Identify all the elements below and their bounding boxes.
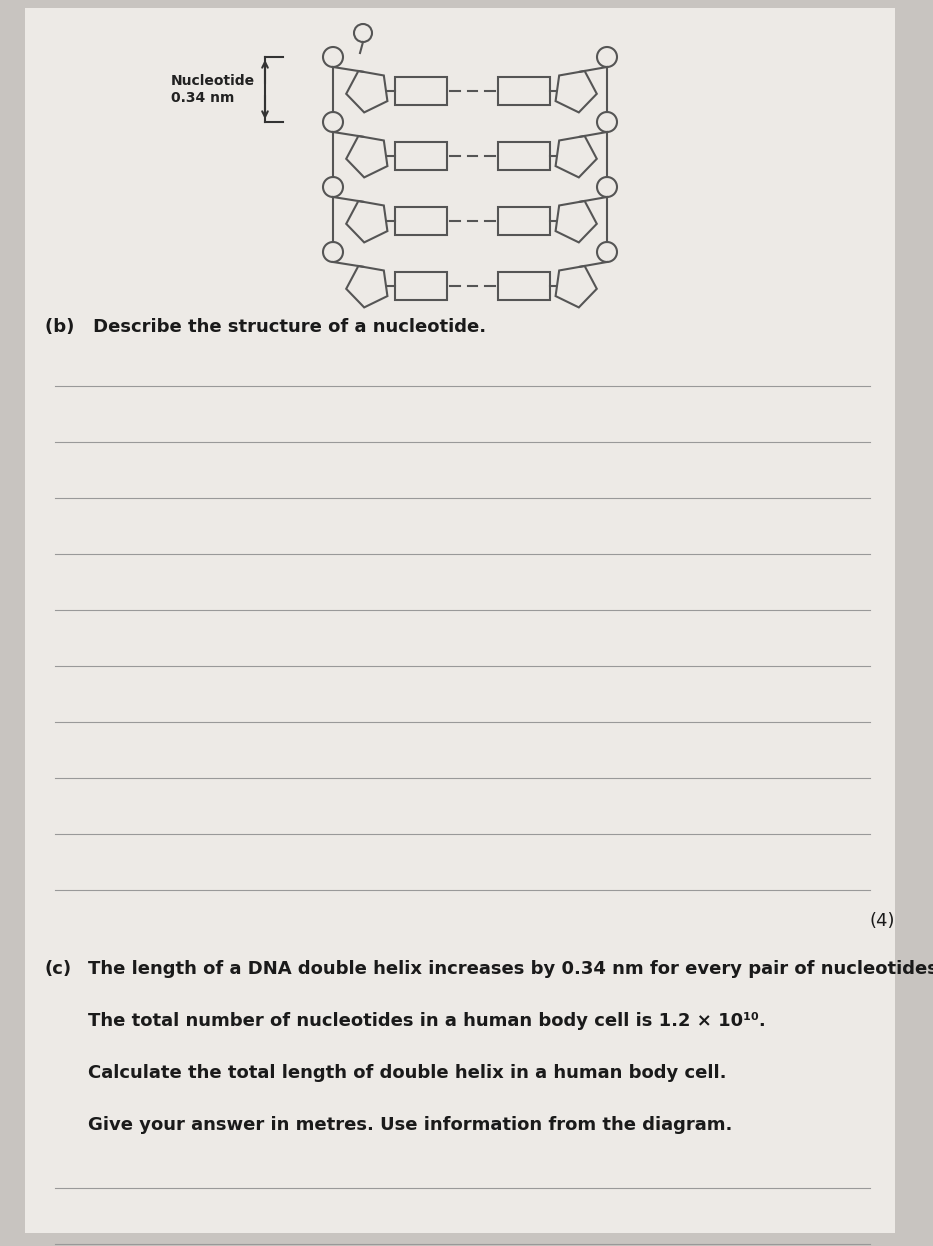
Bar xyxy=(498,77,550,105)
Bar xyxy=(395,207,447,234)
Bar xyxy=(395,77,447,105)
Bar xyxy=(395,142,447,169)
Text: Calculate the total length of double helix in a human body cell.: Calculate the total length of double hel… xyxy=(88,1064,727,1082)
Text: (4): (4) xyxy=(870,912,895,930)
Bar xyxy=(498,272,550,300)
Bar xyxy=(498,142,550,169)
Text: Give your answer in metres. Use information from the diagram.: Give your answer in metres. Use informat… xyxy=(88,1116,732,1134)
Text: Nucleotide
0.34 nm: Nucleotide 0.34 nm xyxy=(171,75,255,105)
Text: The total number of nucleotides in a human body cell is 1.2 × 10¹⁰.: The total number of nucleotides in a hum… xyxy=(88,1012,766,1030)
Text: (c): (c) xyxy=(45,959,72,978)
Bar xyxy=(395,272,447,300)
Text: The length of a DNA double helix increases by 0.34 nm for every pair of nucleoti: The length of a DNA double helix increas… xyxy=(88,959,933,978)
Text: (b)   Describe the structure of a nucleotide.: (b) Describe the structure of a nucleoti… xyxy=(45,318,486,336)
Bar xyxy=(498,207,550,234)
